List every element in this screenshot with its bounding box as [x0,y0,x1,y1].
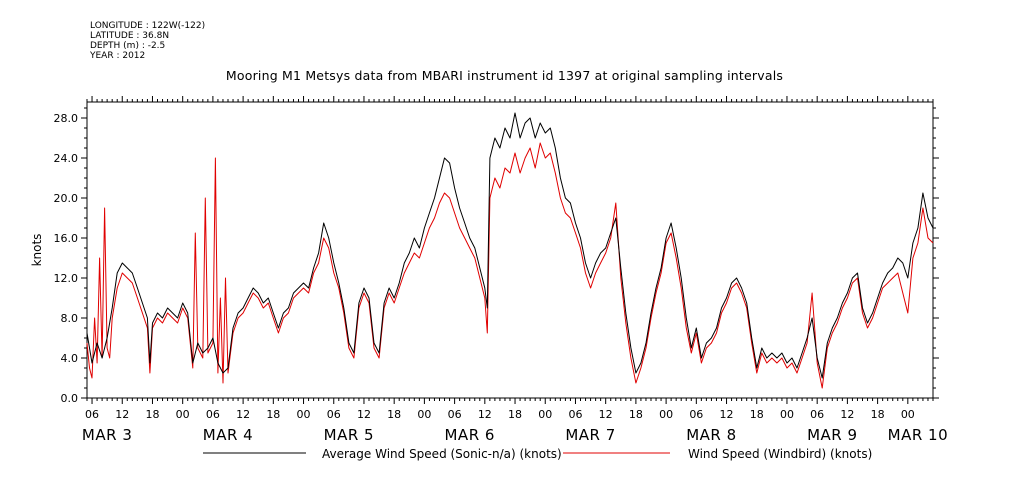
x-tick-label: 00 [901,408,915,421]
x-tick-label: 06 [448,408,462,421]
x-tick-label: 12 [357,408,371,421]
x-tick-label: 18 [387,408,401,421]
series-line-windbird-wind-speed [86,142,934,389]
y-tick-label: 4.0 [61,352,79,365]
x-day-label: MAR 8 [686,426,736,444]
y-tick-label: 16.0 [54,232,79,245]
x-tick-label: 12 [720,408,734,421]
year-label: YEAR : 2012 [90,51,146,61]
x-tick-label: 06 [568,408,582,421]
longitude-label: LONGITUDE : 122W(-122) [90,21,206,31]
x-day-label: MAR 6 [444,426,494,444]
x-tick-label: 12 [236,408,250,421]
x-day-label: MAR 4 [203,426,253,444]
y-tick-label: 12.0 [54,272,79,285]
x-day-label: MAR 3 [82,426,132,444]
legend-label: Average Wind Speed (Sonic-n/a) (knots) [322,447,562,461]
y-tick-label: 28.0 [54,112,79,125]
x-day-label: MAR 7 [565,426,615,444]
series-line-average-wind-speed [86,112,934,379]
x-tick-label: 18 [266,408,280,421]
y-axis-label: knots [30,234,44,267]
x-tick-label: 12 [840,408,854,421]
x-tick-label: 06 [85,408,99,421]
x-tick-label: 12 [599,408,613,421]
x-day-label: MAR 5 [324,426,374,444]
x-tick-label: 06 [206,408,220,421]
x-day-label: MAR 10 [888,426,948,444]
y-tick-label: 0.0 [61,392,79,405]
x-tick-label: 18 [145,408,159,421]
x-tick-label: 00 [659,408,673,421]
x-tick-label: 12 [115,408,129,421]
y-tick-label: 24.0 [54,152,79,165]
y-tick-label: 8.0 [61,312,79,325]
x-tick-label: 00 [538,408,552,421]
x-tick-label: 00 [176,408,190,421]
depth-label: DEPTH (m) : -2.5 [90,41,166,51]
x-tick-label: 12 [478,408,492,421]
chart-title: Mooring M1 Metsys data from MBARI instru… [225,68,784,83]
x-day-label: MAR 9 [807,426,857,444]
legend-label: Wind Speed (Windbird) (knots) [688,447,872,461]
y-tick-label: 20.0 [54,192,79,205]
x-tick-label: 18 [629,408,643,421]
x-tick-label: 00 [417,408,431,421]
x-tick-label: 00 [297,408,311,421]
latitude-label: LATITUDE : 36.8N [90,31,170,41]
x-tick-label: 18 [508,408,522,421]
metadata-block: LONGITUDE : 122W(-122) LATITUDE : 36.8N … [90,21,205,61]
x-tick-label: 18 [750,408,764,421]
x-tick-label: 06 [810,408,824,421]
x-tick-label: 00 [780,408,794,421]
x-tick-label: 18 [871,408,885,421]
x-tick-label: 06 [689,408,703,421]
x-tick-label: 06 [327,408,341,421]
